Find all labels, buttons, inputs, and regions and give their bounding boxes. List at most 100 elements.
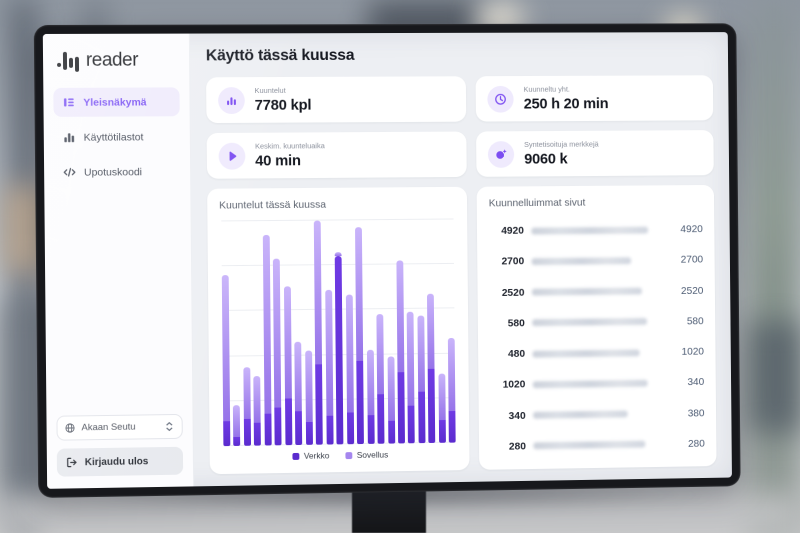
table-row[interactable]: 2700 2700 [489, 248, 703, 274]
listen-count-left: 340 [508, 409, 526, 422]
sidebar-item-yleisnakyma[interactable]: Yleisnäkymä [53, 87, 180, 117]
legend-label: Sovellus [356, 449, 389, 460]
sovellus-segment [387, 356, 395, 422]
blurred-page-title [532, 318, 647, 327]
stat-card-keskim-kuunteluaika: Keskim. kuunteluaika 40 min [206, 131, 468, 179]
stacked-bar [447, 219, 456, 443]
verkko-segment [264, 414, 272, 446]
verkko-segment [438, 420, 446, 443]
stat-label: Syntetisoituja merkkejä [523, 139, 599, 149]
listen-count-left: 1020 [502, 378, 526, 391]
logout-icon [67, 458, 77, 468]
sovellus-segment [253, 375, 262, 424]
clock-icon [487, 85, 515, 113]
sovellus-segment [376, 313, 385, 395]
verkko-segment [223, 421, 231, 447]
sovellus-segment [366, 349, 374, 415]
blurred-page-title [532, 287, 642, 296]
table-row[interactable]: 480 1020 [490, 340, 704, 366]
stacked-bar [273, 221, 282, 446]
sovellus-segment [221, 275, 231, 422]
sidebar-item-upotuskoodi[interactable]: Upotuskoodi [54, 157, 180, 187]
table-row[interactable]: 4920 4920 [489, 217, 703, 242]
verkko-segment [243, 418, 251, 446]
verkko-segment [284, 398, 293, 446]
stats-icon [63, 131, 76, 144]
sovellus-segment [355, 226, 364, 362]
verkko-segment [326, 415, 334, 445]
table-row[interactable]: 340 380 [491, 401, 705, 428]
embed-code-icon [63, 166, 76, 179]
verkko-segment [448, 411, 456, 443]
sovellus-segment [283, 285, 292, 399]
stat-value: 40 min [255, 152, 301, 170]
stacked-bar [283, 221, 293, 446]
chart-legend: Verkko Sovellus [221, 448, 458, 463]
sovellus-segment [294, 341, 303, 412]
stacked-bar [437, 220, 446, 443]
listen-count-left: 280 [508, 440, 526, 453]
listens-chart-card: Kuuntelut tässä kuussa Verkko Sovellus [207, 186, 470, 475]
stacked-bar [293, 221, 303, 446]
logout-button[interactable]: Kirjaudu ulos [56, 446, 184, 477]
stacked-bar [355, 220, 365, 445]
stats-grid: Kuuntelut 7780 kpl Kuunneltu yht. 250 h 20 … [206, 75, 714, 179]
verkko-segment [377, 394, 385, 444]
bar-chart-icon [218, 86, 245, 114]
background-shadow [752, 322, 800, 432]
table-row[interactable]: 580 580 [490, 309, 704, 335]
app-logo: reader [53, 48, 180, 88]
stat-card-kuuntelut: Kuuntelut 7780 kpl [206, 76, 467, 124]
listen-count-right: 4920 [680, 223, 703, 236]
legend-item-sovellus: Sovellus [344, 449, 389, 461]
verkko-segment [428, 369, 436, 443]
verkko-segment [356, 361, 365, 445]
sovellus-segment [407, 311, 415, 406]
listen-count-right: 340 [687, 376, 705, 389]
listen-count-left: 4920 [501, 224, 524, 237]
verkko-segment [233, 436, 241, 446]
panels-row: Kuuntelut tässä kuussa Verkko Sovellus Ku… [207, 184, 717, 475]
verkko-segment [418, 391, 426, 444]
table-row[interactable]: 2520 2520 [489, 279, 704, 305]
stacked-bar [396, 220, 405, 444]
listen-count-left: 580 [507, 317, 525, 330]
verkko-segment [305, 422, 313, 445]
table-row[interactable]: 280 280 [491, 432, 705, 459]
stacked-bar [376, 220, 385, 444]
verkko-segment [295, 411, 303, 446]
verkko-segment [334, 256, 344, 445]
listen-count-right: 2520 [680, 284, 704, 297]
sidebar-item-kayttotilastot[interactable]: Käyttötilastot [54, 122, 180, 152]
organization-name: Akaan Seutu [81, 421, 136, 434]
organization-selector[interactable]: Akaan Seutu [56, 413, 183, 441]
verkko-segment [407, 405, 416, 444]
stacked-bar [232, 221, 241, 446]
verkko-segment [367, 414, 375, 444]
sidebar: reader Yleisnäkymä Käyttötilastot Upotusko… [42, 33, 195, 489]
listen-count-right: 2700 [680, 253, 704, 266]
verkko-segment [346, 412, 354, 445]
logout-label: Kirjaudu ulos [84, 455, 149, 468]
main-content: Käyttö tässä kuussa Kuuntelut 7780 kpl Kuu… [190, 32, 732, 486]
sidebar-nav: Yleisnäkymä Käyttötilastot Upotuskoodi [53, 87, 180, 186]
app-name: reader [85, 49, 139, 71]
stat-value: 250 h 20 min [523, 95, 609, 113]
chevron-up-down-icon [164, 421, 175, 432]
reader-logo-icon [57, 50, 80, 72]
stacked-bar [314, 220, 324, 445]
verkko-segment [254, 423, 262, 446]
table-row[interactable]: 1020 340 [490, 371, 705, 397]
listen-count-right: 280 [687, 437, 705, 450]
listen-count-right: 1020 [681, 345, 705, 358]
top-pages-card: Kuunnelluimmat sivut 4920 4920 2700 2700 252… [476, 184, 717, 470]
stacked-bar [242, 221, 251, 446]
blurred-page-title [533, 441, 646, 450]
blurred-page-title [531, 257, 632, 265]
stat-card-syntetisoituja-merkkeja: Syntetisoituja merkkejä 9060 k [476, 130, 714, 177]
page-title: Käyttö tässä kuussa [205, 46, 355, 65]
sovellus-segment [304, 350, 313, 423]
stacked-bar [304, 221, 313, 445]
glass-wall [748, 0, 800, 533]
stacked-bar [345, 220, 354, 445]
